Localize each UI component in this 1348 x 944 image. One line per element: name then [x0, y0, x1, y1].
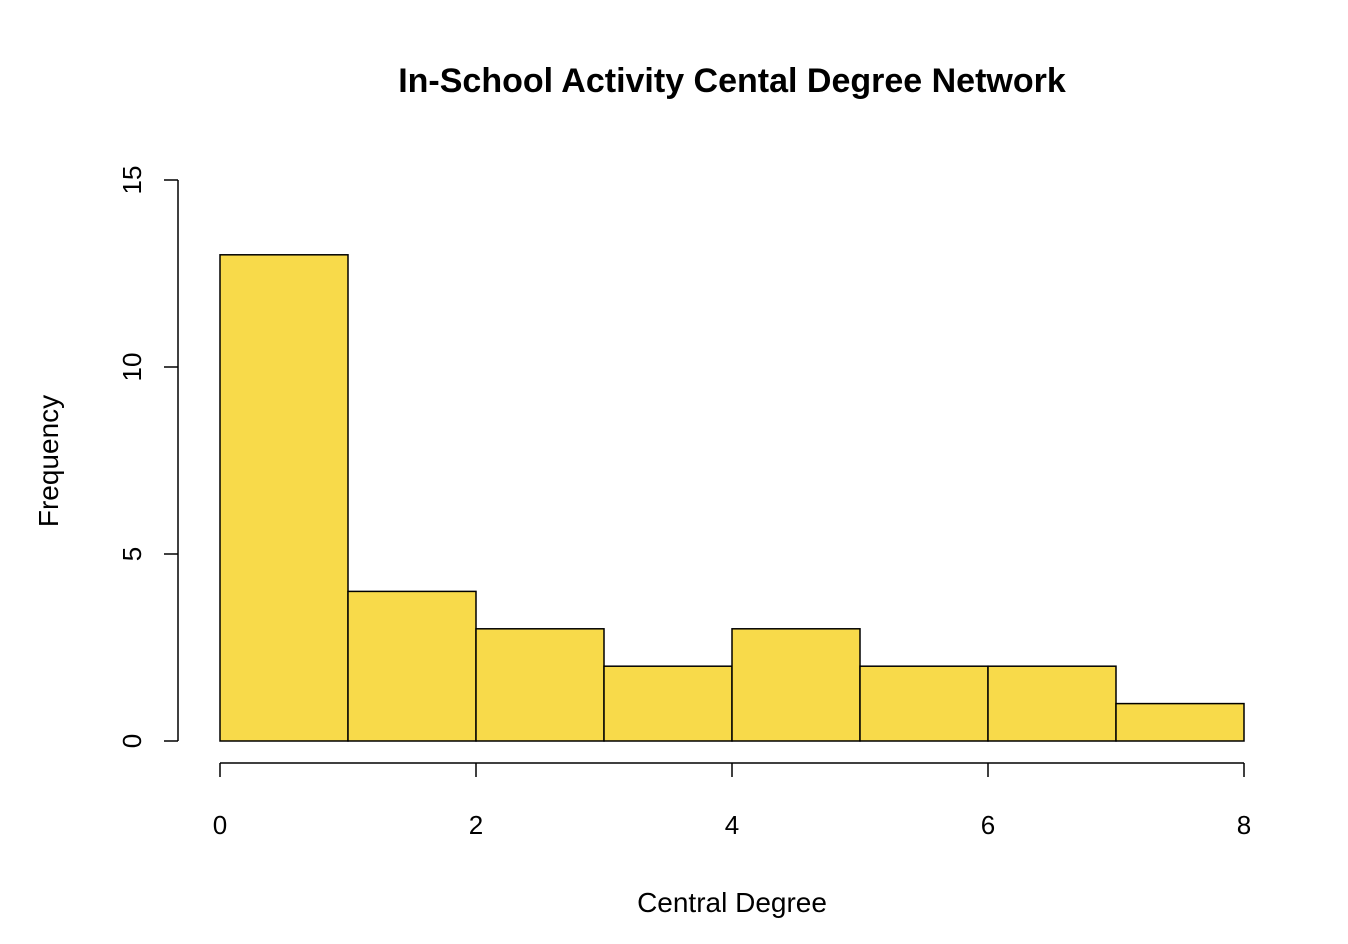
y-tick-label: 0 — [117, 734, 147, 748]
bar — [1115, 702, 1245, 742]
y-axis-label: Frequency — [33, 395, 64, 527]
x-tick-label: 4 — [725, 810, 739, 840]
y-tick-label: 10 — [117, 353, 147, 382]
bar — [475, 628, 605, 742]
chart-title: In-School Activity Cental Degree Network — [398, 62, 1066, 100]
x-tick-label: 8 — [1237, 810, 1251, 840]
x-axis-label: Central Degree — [637, 887, 827, 918]
bar — [603, 665, 733, 742]
bar — [347, 590, 477, 742]
y-tick-label: 5 — [117, 547, 147, 561]
bar — [859, 665, 989, 742]
bar — [987, 665, 1117, 742]
bar — [731, 628, 861, 742]
bar — [219, 254, 349, 742]
x-tick-label: 0 — [213, 810, 227, 840]
y-tick-label: 15 — [117, 166, 147, 195]
x-tick-label: 6 — [981, 810, 995, 840]
x-tick-label: 2 — [469, 810, 483, 840]
